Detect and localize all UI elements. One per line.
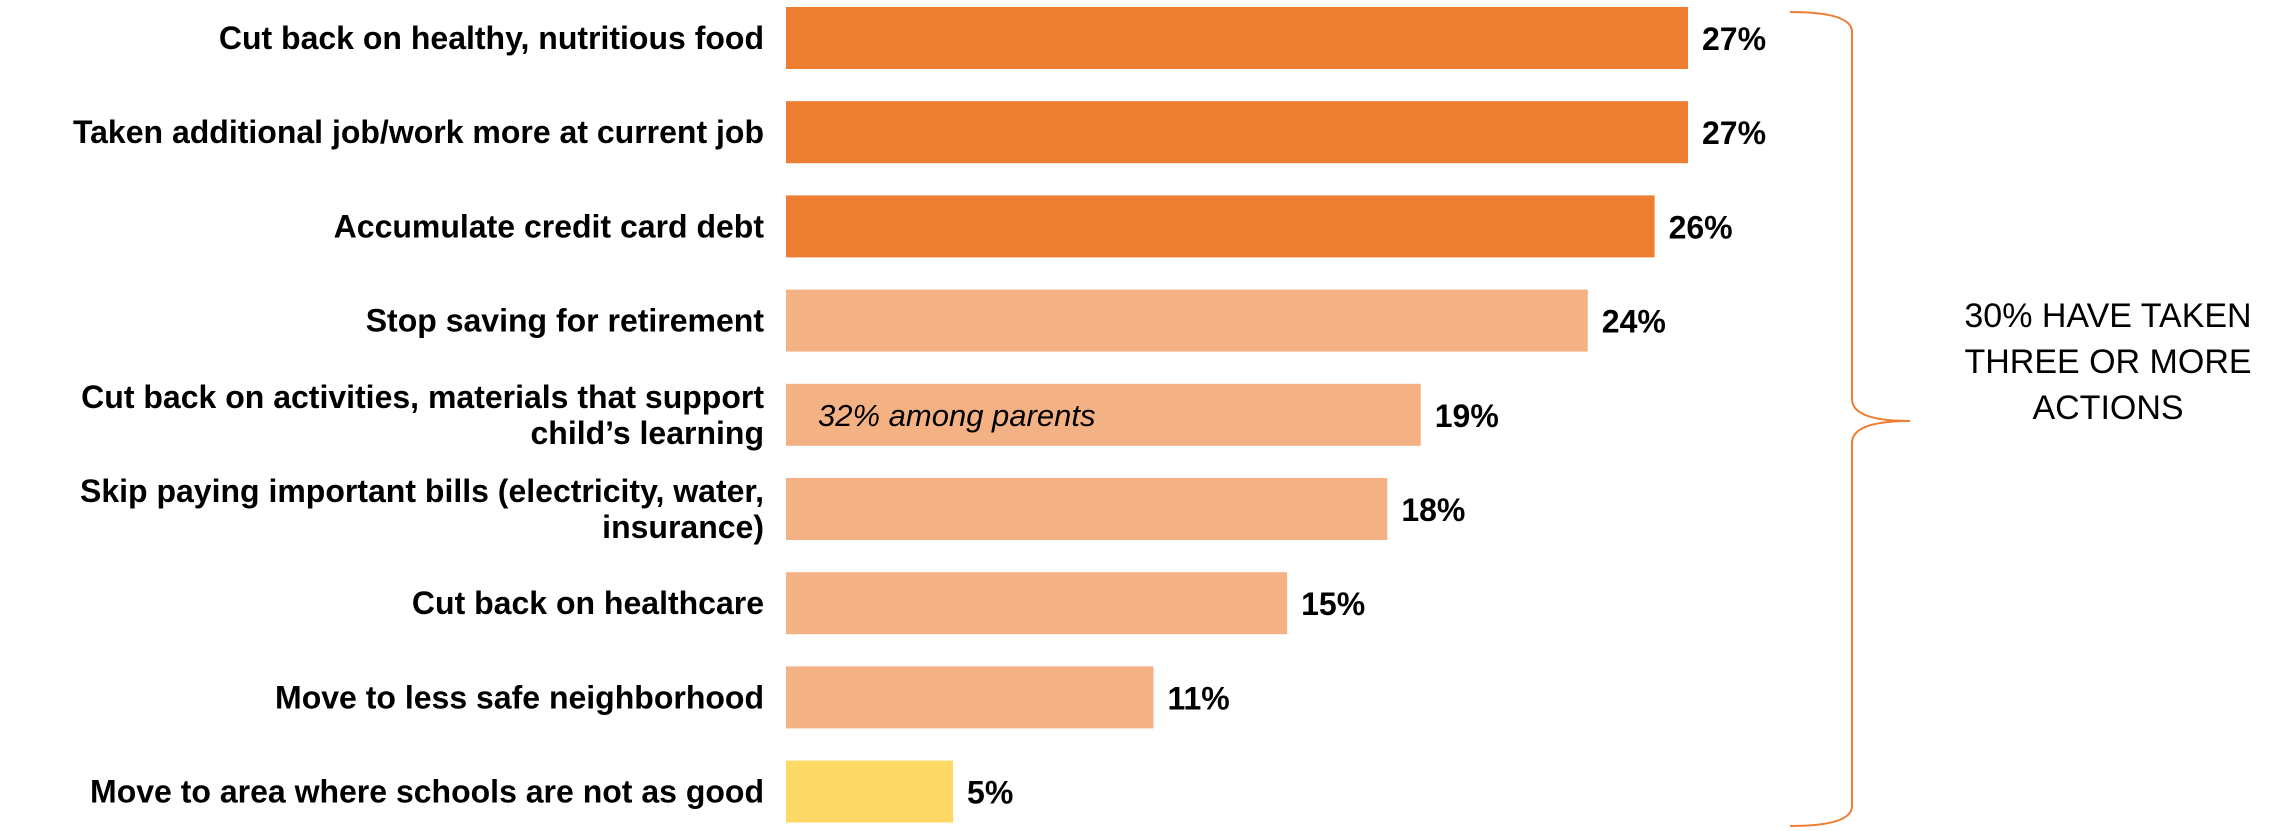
value-label-6: 15% <box>1301 586 1365 622</box>
category-label-5-line-0: Skip paying important bills (electricity… <box>80 473 764 509</box>
bar-8 <box>786 760 954 823</box>
bar-3 <box>786 289 1588 352</box>
bar-0 <box>786 7 1688 69</box>
value-label-0: 27% <box>1702 21 1766 57</box>
category-label-5-line-1: insurance) <box>602 509 764 545</box>
bar-7 <box>786 666 1154 729</box>
bracket-label-line-2: ACTIONS <box>2032 389 2183 427</box>
bracket-label-line-1: THREE OR MORE <box>1964 343 2251 381</box>
bar-4 <box>786 383 1421 446</box>
category-label-1: Taken additional job/work more at curren… <box>73 114 764 150</box>
bar-1 <box>786 101 1688 164</box>
curly-bracket <box>1789 11 1911 827</box>
value-label-3: 24% <box>1602 304 1666 340</box>
category-label-7: Move to less safe neighborhood <box>275 679 764 715</box>
value-label-4: 19% <box>1435 398 1499 434</box>
value-label-2: 26% <box>1669 209 1733 245</box>
bracket-group: 30% HAVE TAKEN THREE OR MORE ACTIONS <box>1789 11 2252 827</box>
bracket-label-line-0: 30% HAVE TAKEN <box>1964 297 2251 335</box>
value-label-8: 5% <box>967 775 1013 811</box>
category-label-8: Move to area where schools are not as go… <box>90 774 764 810</box>
category-label-2: Accumulate credit card debt <box>334 208 765 244</box>
bar-2 <box>786 195 1655 258</box>
category-label-3: Stop saving for retirement <box>366 303 765 339</box>
bar-5 <box>786 478 1388 540</box>
value-label-5: 18% <box>1401 492 1465 528</box>
category-label-4-line-1: child’s learning <box>530 415 764 451</box>
bar-6 <box>786 572 1288 635</box>
bars-layer: Cut back on healthy, nutritious food 27% T… <box>73 7 1766 823</box>
category-label-6: Cut back on healthcare <box>412 585 764 621</box>
bar-annotation-0: 32% among parents <box>818 398 1095 433</box>
category-label-4-line-0: Cut back on activities, materials that s… <box>81 379 764 415</box>
value-label-1: 27% <box>1702 115 1766 151</box>
category-label-0: Cut back on healthy, nutritious food <box>219 20 764 56</box>
value-label-7: 11% <box>1167 680 1229 716</box>
